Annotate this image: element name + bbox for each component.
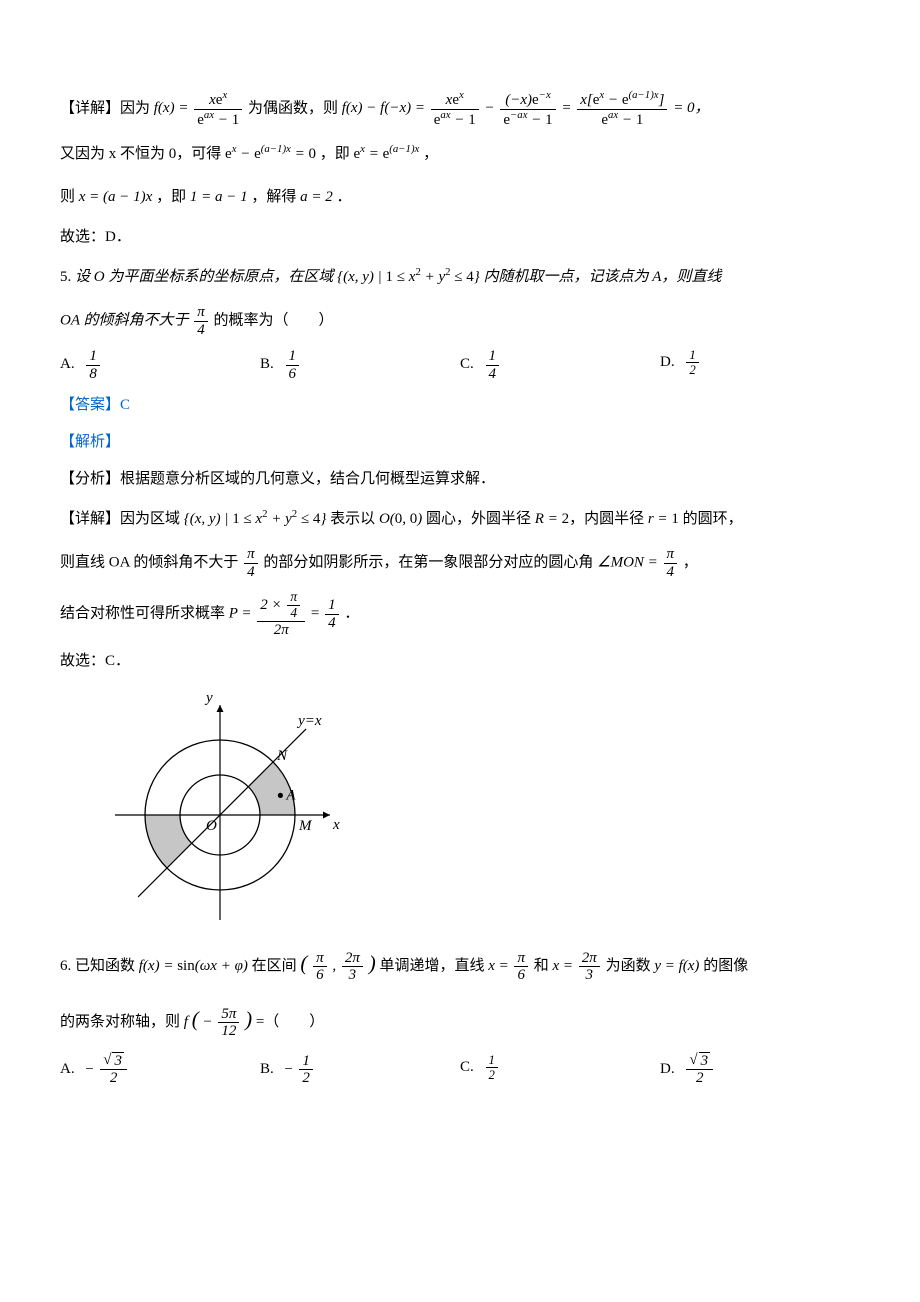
q5-option-b: B. 16 — [260, 348, 460, 382]
expr-fx: f(x) = xex eax − 1 — [154, 100, 248, 116]
q5-option-a: A. 18 — [60, 348, 260, 382]
q6-option-b: B. − 12 — [260, 1053, 460, 1087]
q6-stem-line2: 的两条对称轴，则 f ( − 5π12 ) =（ ） — [60, 996, 860, 1042]
svg-text:x: x — [332, 817, 340, 833]
expr-diff: f(x) − f(−x) = xex eax − 1 − (−x)e−x e−a… — [342, 100, 710, 116]
q5-detail-line1: 【详解】因为区域 {(x, y) | 1 ≤ x2 + y2 ≤ 4} 表示以 … — [60, 503, 860, 536]
svg-text:y=x: y=x — [296, 713, 322, 729]
svg-text:A: A — [285, 788, 296, 804]
q5-fenxi: 【分析】根据题意分析区域的几何意义，结合几何概型运算求解． — [60, 466, 860, 493]
q5-detail-line2: 则直线 OA 的倾斜角不大于 π4 的部分如阴影所示，在第一象限部分对应的圆心角… — [60, 546, 860, 580]
q5-number: 5. — [60, 269, 75, 285]
annulus-diagram: x y O M N Ay=x — [100, 685, 340, 925]
q5-diagram: x y O M N Ay=x — [100, 685, 860, 930]
svg-text:M: M — [298, 818, 313, 834]
q6-option-c: C. 12 — [460, 1053, 660, 1087]
svg-text:O: O — [206, 818, 217, 834]
q6-option-a: A. − 32 — [60, 1053, 260, 1087]
svg-text:N: N — [276, 748, 288, 764]
q5-option-d: D. 12 — [660, 348, 860, 382]
q4-detail-line3: 则 x = (a − 1)x ，即 1 = a − 1 ，解得 a = 2 ． — [60, 181, 860, 214]
q4-detail-line1: 【详解】因为 f(x) = xex eax − 1 为偶函数，则 f(x) − … — [60, 90, 860, 128]
q6-options: A. − 32 B. − 12 C. 12 D. 32 — [60, 1053, 860, 1087]
q4-detail-line2: 又因为 x 不恒为 0，可得 ex − e(a−1)x = 0 ，即 ex = … — [60, 138, 860, 171]
svg-text:y: y — [204, 690, 213, 706]
text: 【详解】因为 — [60, 100, 154, 116]
q5-answer: 【答案】C — [60, 392, 860, 419]
q5-detail-line3: 结合对称性可得所求概率 P = 2 × π4 2π = 14 ． — [60, 590, 860, 638]
q4-choice: 故选：D． — [60, 224, 860, 251]
q6-number: 6. — [60, 958, 75, 974]
text: 为偶函数，则 — [248, 100, 342, 116]
q5-choice: 故选：C． — [60, 648, 860, 675]
q5-stem-line2: OA 的倾斜角不大于 π4 的概率为（ ） — [60, 304, 860, 338]
q6-option-d: D. 32 — [660, 1053, 860, 1087]
q6-stem-line1: 6. 已知函数 f(x) = sin(ωx + φ) 在区间 ( π6 , 2π… — [60, 940, 860, 986]
q5-analysis-label: 【解析】 — [60, 429, 860, 456]
q5-stem-line1: 5. 设 O 为平面坐标系的坐标原点，在区域 {(x, y) | 1 ≤ x2 … — [60, 261, 860, 294]
q5-option-c: C. 14 — [460, 348, 660, 382]
q5-options: A. 18 B. 16 C. 14 D. 12 — [60, 348, 860, 382]
